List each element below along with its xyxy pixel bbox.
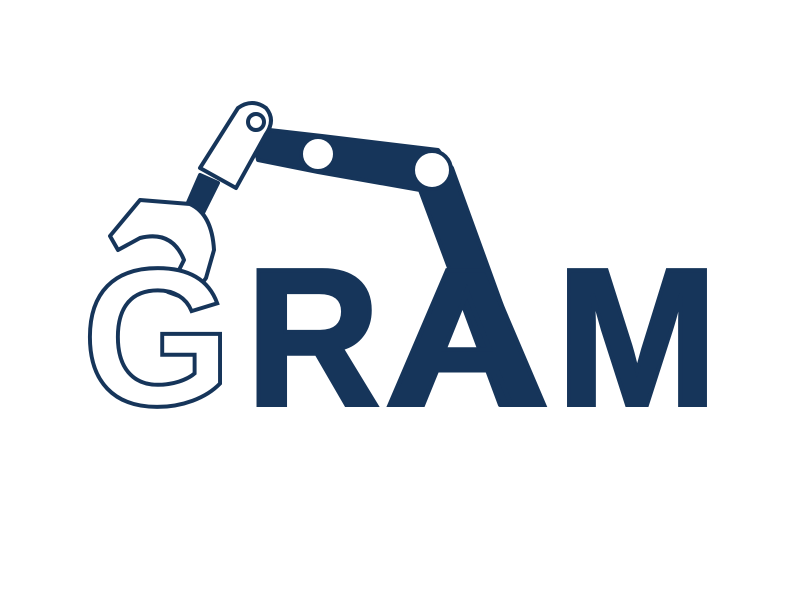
arm-joint [299, 135, 337, 173]
letter: G [82, 228, 232, 447]
letter: R [246, 228, 380, 447]
wrist-pin [246, 112, 266, 132]
arm-joint [411, 149, 453, 191]
gripper [108, 198, 216, 302]
letter: A [384, 228, 550, 447]
robot-arm [108, 101, 540, 407]
arm-upper [250, 126, 540, 407]
letter: M [556, 228, 718, 447]
